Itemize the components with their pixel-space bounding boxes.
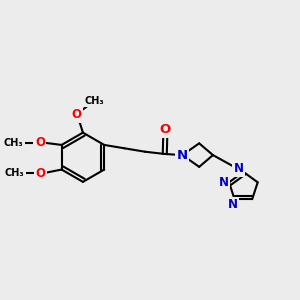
Text: CH₃: CH₃ bbox=[85, 96, 105, 106]
Text: O: O bbox=[71, 108, 82, 121]
Text: N: N bbox=[219, 176, 229, 189]
Text: N: N bbox=[177, 148, 188, 162]
Text: N: N bbox=[228, 198, 238, 212]
Text: CH₃: CH₃ bbox=[5, 168, 25, 178]
Text: O: O bbox=[35, 136, 45, 149]
Text: O: O bbox=[160, 123, 171, 136]
Text: O: O bbox=[36, 167, 46, 179]
Text: N: N bbox=[233, 163, 243, 176]
Text: CH₃: CH₃ bbox=[4, 138, 24, 148]
